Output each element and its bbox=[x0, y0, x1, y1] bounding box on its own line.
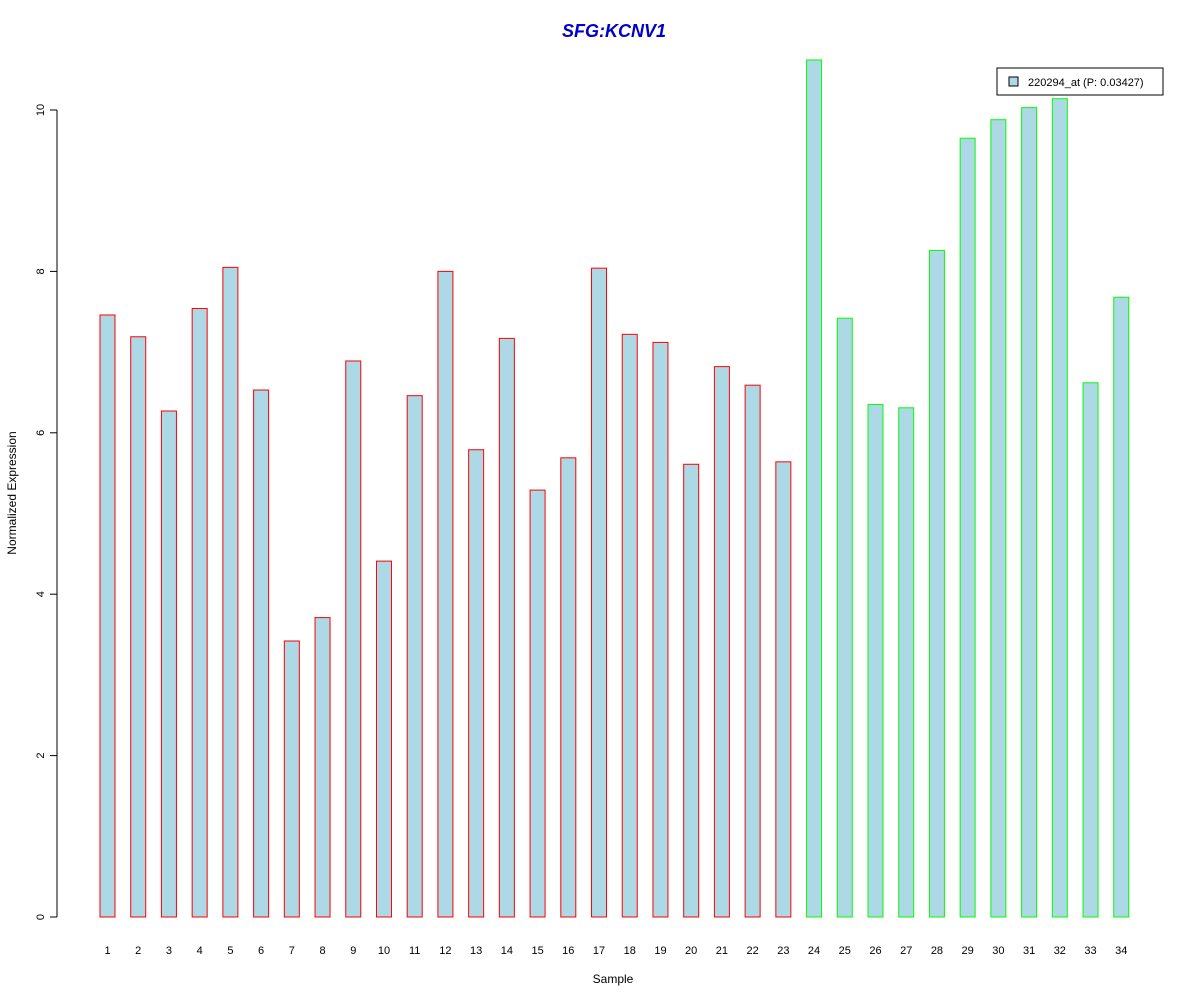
bar bbox=[898, 407, 915, 918]
y-tick-label: 10 bbox=[35, 104, 47, 116]
x-tick-label: 5 bbox=[227, 945, 233, 957]
bar bbox=[683, 463, 700, 918]
bar bbox=[130, 336, 147, 918]
x-tick-label: 19 bbox=[654, 945, 666, 957]
y-tick-label: 4 bbox=[35, 591, 47, 597]
x-tick-label: 20 bbox=[685, 945, 697, 957]
bar bbox=[529, 489, 546, 918]
bar bbox=[498, 337, 515, 918]
bar bbox=[160, 410, 177, 918]
bar bbox=[867, 404, 884, 918]
bar bbox=[406, 395, 423, 918]
legend-label: 220294_at (P: 0.03427) bbox=[1028, 77, 1144, 89]
legend: 220294_at (P: 0.03427) bbox=[996, 67, 1164, 96]
bar bbox=[652, 341, 669, 918]
y-tick-label: 2 bbox=[35, 753, 47, 759]
bar bbox=[375, 560, 392, 918]
bar bbox=[314, 617, 331, 918]
x-tick-label: 28 bbox=[931, 945, 943, 957]
bar bbox=[437, 270, 454, 918]
x-tick-label: 30 bbox=[992, 945, 1004, 957]
x-tick-label: 2 bbox=[135, 945, 141, 957]
x-tick-label: 24 bbox=[808, 945, 820, 957]
x-axis-label: Sample bbox=[593, 972, 634, 986]
x-tick-label: 1 bbox=[104, 945, 110, 957]
x-tick-label: 10 bbox=[378, 945, 390, 957]
x-tick-label: 6 bbox=[258, 945, 264, 957]
bar bbox=[1082, 382, 1099, 918]
bar bbox=[806, 59, 823, 918]
x-tick-label: 16 bbox=[562, 945, 574, 957]
x-tick-label: 9 bbox=[350, 945, 356, 957]
bar bbox=[713, 366, 730, 918]
x-tick-label: 32 bbox=[1054, 945, 1066, 957]
bar bbox=[775, 461, 792, 918]
bar bbox=[191, 308, 208, 918]
bar bbox=[990, 119, 1007, 918]
y-ticks: 0 2 4 6 8 10 bbox=[35, 104, 57, 920]
x-tick-label: 15 bbox=[531, 945, 543, 957]
bar bbox=[222, 266, 239, 918]
bar bbox=[99, 314, 116, 918]
x-tick-label: 27 bbox=[900, 945, 912, 957]
x-tick-label: 26 bbox=[869, 945, 881, 957]
x-tick-label: 22 bbox=[746, 945, 758, 957]
bar bbox=[928, 249, 945, 918]
bar bbox=[591, 267, 608, 918]
bar bbox=[1113, 296, 1130, 918]
x-tick-label: 33 bbox=[1084, 945, 1096, 957]
bar bbox=[560, 457, 577, 918]
bar bbox=[621, 333, 638, 918]
x-tick-label: 29 bbox=[962, 945, 974, 957]
bar bbox=[283, 640, 300, 918]
chart-title: SFG:KCNV1 bbox=[562, 21, 666, 41]
bar bbox=[345, 360, 362, 918]
x-tick-label: 11 bbox=[409, 945, 420, 957]
bar bbox=[836, 317, 853, 918]
y-axis-label: Normalized Expression bbox=[5, 431, 19, 554]
x-tick-label: 12 bbox=[439, 945, 451, 957]
y-tick-label: 8 bbox=[35, 268, 47, 274]
x-tick-label: 4 bbox=[197, 945, 203, 957]
x-tick-label: 25 bbox=[839, 945, 851, 957]
x-tick-label: 31 bbox=[1023, 945, 1035, 957]
bar bbox=[744, 384, 761, 918]
x-tick-label: 34 bbox=[1115, 945, 1127, 957]
x-tick-label: 23 bbox=[777, 945, 789, 957]
x-tick-label: 14 bbox=[501, 945, 513, 957]
y-tick-label: 6 bbox=[35, 430, 47, 436]
x-tick-label: 7 bbox=[289, 945, 295, 957]
legend-swatch bbox=[1008, 76, 1019, 87]
bar bbox=[468, 449, 485, 918]
bar bbox=[959, 137, 976, 918]
legend-box bbox=[996, 67, 1164, 96]
bar bbox=[1021, 107, 1038, 918]
x-tick-labels: 1 2 3 4 5 6 7 8 9 10 11 12 13 14 15 16 17 18 19 20 21 22 23 24 2… bbox=[104, 945, 1127, 957]
bars bbox=[99, 59, 1130, 918]
x-tick-label: 21 bbox=[716, 945, 728, 957]
y-tick-label: 0 bbox=[35, 914, 47, 920]
x-tick-label: 3 bbox=[166, 945, 172, 957]
x-tick-label: 13 bbox=[470, 945, 482, 957]
bar bbox=[253, 389, 270, 918]
x-tick-label: 8 bbox=[319, 945, 325, 957]
x-tick-label: 17 bbox=[593, 945, 605, 957]
bar bbox=[1051, 98, 1068, 918]
x-tick-label: 18 bbox=[624, 945, 636, 957]
